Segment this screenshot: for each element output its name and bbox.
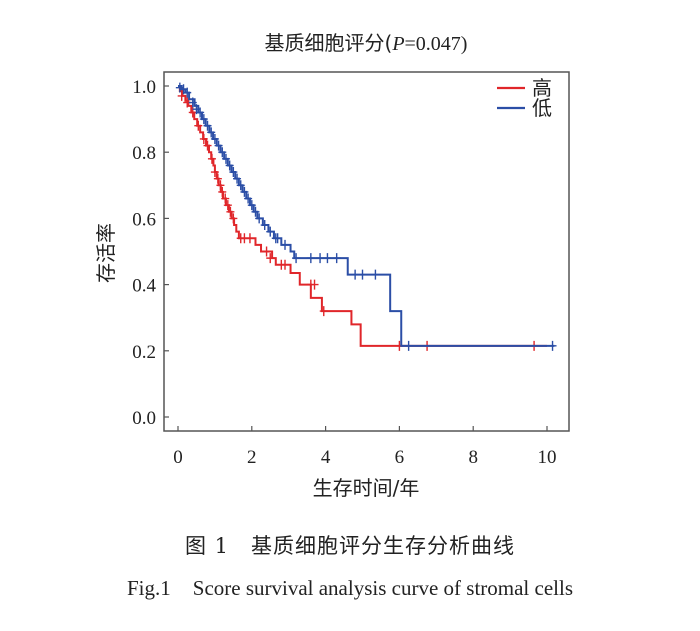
censor-mark-low — [210, 133, 219, 144]
x-axis-label: 生存时间/年 — [313, 476, 420, 500]
figure-caption-en: Fig.1 Score survival analysis curve of st… — [0, 576, 700, 601]
censor-mark-low — [214, 140, 223, 151]
x-tick-label: 4 — [321, 447, 331, 468]
censor-mark-low — [306, 253, 315, 264]
censor-mark-low — [316, 253, 325, 264]
censor-mark-high — [266, 253, 275, 264]
censor-mark-high — [177, 90, 186, 101]
chart-title-p-label: P — [391, 33, 404, 55]
censor-mark-high — [310, 279, 319, 290]
censor-mark-low — [196, 107, 205, 118]
censor-mark-high — [194, 120, 203, 131]
censor-mark-high — [199, 133, 208, 144]
censor-mark-high — [262, 246, 271, 257]
x-axis-ticks: 0 2 4 6 8 10 — [173, 426, 557, 468]
y-tick-label: 0.2 — [132, 342, 156, 363]
censor-mark-low — [332, 253, 341, 264]
censor-mark-low — [207, 127, 216, 138]
y-tick-label: 0.6 — [132, 209, 156, 230]
legend: 高低 — [497, 76, 552, 120]
y-axis-label: 存活率 — [94, 223, 118, 283]
figure-title-cn: 基质细胞评分生存分析曲线 — [251, 534, 516, 558]
censor-mark-low — [323, 253, 332, 264]
censor-mark-low — [255, 213, 264, 224]
series-line-low — [178, 85, 555, 347]
censor-mark-high — [210, 167, 219, 178]
censor-mark-low — [358, 269, 367, 280]
x-tick-label: 0 — [173, 447, 183, 468]
chart-title-prefix: 基质细胞评分( — [265, 31, 393, 55]
km-chart: 基质细胞评分(P=0.047) 0 2 4 6 8 10 0.0 0.2 0.4 0.6 0.8 1… — [94, 31, 570, 500]
censor-mark-high — [319, 306, 328, 317]
censor-mark-low — [292, 253, 301, 264]
censor-mark-low — [281, 239, 290, 250]
series-group — [175, 82, 557, 351]
x-tick-label: 10 — [538, 447, 557, 468]
censor-mark-high — [203, 140, 212, 151]
censor-mark-high — [245, 233, 254, 244]
x-tick-label: 6 — [395, 447, 405, 468]
censor-mark-low — [247, 200, 256, 211]
chart-title-p-value: =0.047) — [405, 33, 468, 55]
censor-mark-high — [226, 206, 235, 217]
censor-mark-low — [236, 180, 245, 191]
censor-mark-high — [221, 193, 230, 204]
censor-mark-low — [233, 173, 242, 184]
censor-mark-high — [213, 173, 222, 184]
y-tick-label: 0.0 — [132, 408, 156, 429]
censor-mark-high — [229, 213, 238, 224]
censor-mark-high — [223, 200, 232, 211]
censor-mark-low — [229, 167, 238, 178]
censor-mark-low — [203, 120, 212, 131]
x-tick-label: 8 — [468, 447, 478, 468]
plot-frame — [163, 71, 570, 432]
censor-mark-low — [266, 226, 275, 237]
censor-mark-low — [221, 153, 230, 164]
figure-title-en: Score survival analysis curve of stromal… — [192, 576, 573, 600]
censor-mark-high — [281, 259, 290, 270]
censor-mark-low — [183, 87, 192, 98]
y-tick-label: 0.4 — [132, 276, 156, 297]
censor-mark-low — [218, 147, 227, 158]
censor-mark-low — [351, 269, 360, 280]
censor-mark-low — [260, 220, 269, 231]
y-axis-ticks: 0.0 0.2 0.4 0.6 0.8 1.0 — [132, 77, 169, 429]
chart-title: 基质细胞评分(P=0.047) — [265, 31, 468, 55]
censor-mark-low — [199, 114, 208, 125]
figure-number-cn: 图 1 — [184, 534, 230, 558]
censor-mark-low — [225, 160, 234, 171]
figure-number-en: Fig.1 — [127, 576, 171, 600]
censor-mark-high — [216, 180, 225, 191]
censor-mark-low — [273, 233, 282, 244]
censor-mark-low — [175, 82, 184, 93]
censor-mark-low — [240, 186, 249, 197]
censor-mark-high — [207, 153, 216, 164]
censor-mark-low — [548, 340, 557, 351]
figure-caption-cn: 图 1 基质细胞评分生存分析曲线 — [0, 530, 700, 560]
censor-mark-low — [188, 97, 197, 108]
censor-mark-high — [218, 186, 227, 197]
censor-mark-low — [371, 269, 380, 280]
legend-label: 低 — [532, 96, 552, 120]
censor-mark-low — [244, 193, 253, 204]
x-tick-label: 2 — [247, 447, 257, 468]
censor-mark-low — [404, 340, 413, 351]
censor-mark-low — [251, 206, 260, 217]
y-tick-label: 1.0 — [132, 77, 156, 98]
legend-label: 高 — [532, 76, 552, 100]
y-tick-label: 0.8 — [132, 143, 156, 164]
